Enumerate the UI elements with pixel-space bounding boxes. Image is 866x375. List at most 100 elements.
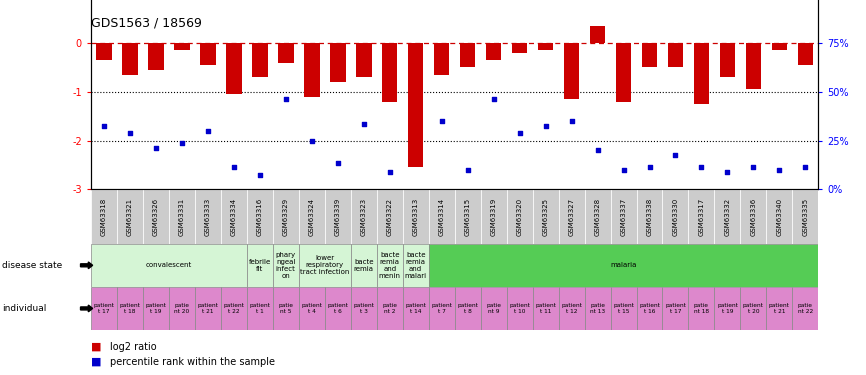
- Text: GSM63313: GSM63313: [413, 197, 418, 236]
- Bar: [533, 287, 559, 330]
- Bar: [299, 287, 325, 330]
- Point: [565, 118, 578, 124]
- Text: GSM63325: GSM63325: [543, 198, 548, 236]
- Text: GSM63324: GSM63324: [309, 198, 314, 236]
- Point: [357, 120, 371, 126]
- Bar: [169, 287, 195, 330]
- Bar: [564, 43, 579, 99]
- Text: GSM63326: GSM63326: [153, 198, 158, 236]
- Bar: [559, 189, 585, 244]
- Bar: [299, 244, 351, 287]
- Text: GSM63340: GSM63340: [777, 198, 782, 236]
- Bar: [403, 189, 429, 244]
- Text: patie
nt 22: patie nt 22: [798, 303, 813, 314]
- Text: GSM63314: GSM63314: [439, 198, 444, 236]
- Text: GSM63329: GSM63329: [283, 198, 288, 236]
- Text: patient
t 17: patient t 17: [665, 303, 686, 314]
- Bar: [533, 189, 559, 244]
- Bar: [611, 287, 637, 330]
- Bar: [512, 43, 527, 53]
- Bar: [766, 287, 792, 330]
- Text: GSM63336: GSM63336: [751, 197, 756, 236]
- Text: GSM63316: GSM63316: [257, 197, 262, 236]
- Bar: [792, 189, 818, 244]
- Bar: [507, 189, 533, 244]
- Text: GSM63338: GSM63338: [647, 197, 652, 236]
- Point: [435, 118, 449, 124]
- Bar: [330, 43, 346, 82]
- Bar: [408, 43, 423, 167]
- Text: GSM63320: GSM63320: [517, 198, 522, 236]
- Text: bacte
remia
and
menin: bacte remia and menin: [378, 252, 401, 279]
- Bar: [798, 43, 813, 65]
- Point: [591, 147, 604, 153]
- Bar: [455, 287, 481, 330]
- Point: [643, 164, 656, 170]
- Bar: [377, 287, 403, 330]
- Bar: [507, 287, 533, 330]
- Text: individual: individual: [2, 304, 46, 313]
- Bar: [688, 189, 714, 244]
- Text: patient
t 7: patient t 7: [431, 303, 452, 314]
- Bar: [637, 287, 662, 330]
- Point: [201, 128, 215, 134]
- Text: GSM63332: GSM63332: [725, 198, 730, 236]
- Bar: [382, 43, 397, 102]
- Bar: [91, 287, 117, 330]
- Bar: [429, 287, 455, 330]
- Text: patient
t 15: patient t 15: [613, 303, 634, 314]
- Bar: [616, 43, 631, 102]
- Point: [149, 145, 163, 151]
- Bar: [351, 189, 377, 244]
- Bar: [325, 189, 351, 244]
- Bar: [585, 287, 611, 330]
- Bar: [590, 26, 605, 43]
- Bar: [486, 43, 501, 60]
- Bar: [122, 43, 138, 75]
- Bar: [429, 244, 818, 287]
- Bar: [195, 287, 221, 330]
- Point: [772, 167, 786, 173]
- Bar: [273, 244, 299, 287]
- Bar: [117, 189, 143, 244]
- Point: [253, 172, 267, 178]
- Bar: [221, 287, 247, 330]
- Bar: [481, 287, 507, 330]
- Point: [721, 169, 734, 175]
- Bar: [559, 287, 585, 330]
- Point: [383, 169, 397, 175]
- Bar: [714, 189, 740, 244]
- Bar: [299, 189, 325, 244]
- Bar: [351, 244, 377, 287]
- Text: patient
t 10: patient t 10: [509, 303, 530, 314]
- Text: bacte
remia: bacte remia: [353, 259, 374, 272]
- Text: malaria: malaria: [611, 262, 637, 268]
- Bar: [247, 244, 273, 287]
- Bar: [351, 287, 377, 330]
- Bar: [377, 244, 403, 287]
- Point: [331, 160, 345, 166]
- Text: patient
t 19: patient t 19: [717, 303, 738, 314]
- Bar: [304, 43, 320, 97]
- Text: patie
nt 20: patie nt 20: [174, 303, 190, 314]
- Text: GSM63330: GSM63330: [673, 197, 678, 236]
- Bar: [611, 189, 637, 244]
- Point: [617, 167, 630, 173]
- Bar: [694, 43, 709, 104]
- Bar: [200, 43, 216, 65]
- Bar: [455, 189, 481, 244]
- Text: log2 ratio: log2 ratio: [110, 342, 157, 352]
- Text: lower
respiratory
tract infection: lower respiratory tract infection: [300, 255, 350, 275]
- Text: bacte
remia
and
malari: bacte remia and malari: [404, 252, 427, 279]
- Bar: [91, 244, 247, 287]
- Bar: [481, 189, 507, 244]
- Bar: [195, 189, 221, 244]
- Bar: [585, 189, 611, 244]
- Bar: [273, 287, 299, 330]
- Bar: [403, 244, 429, 287]
- Text: GSM63319: GSM63319: [491, 197, 496, 236]
- Bar: [792, 287, 818, 330]
- Point: [539, 123, 553, 129]
- Bar: [766, 189, 792, 244]
- Bar: [96, 43, 112, 60]
